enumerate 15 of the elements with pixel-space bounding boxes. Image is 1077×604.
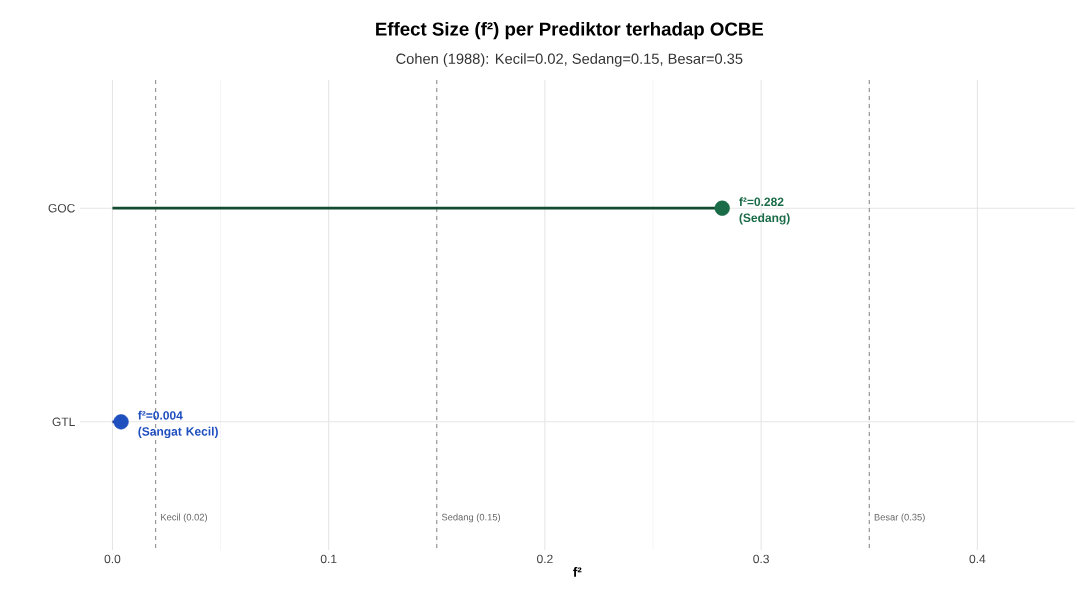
chart-title: Effect Size (f²) per Prediktor terhadap OCBE xyxy=(376,21,764,40)
y-tick-label: GOC xyxy=(48,203,75,213)
y-tick-label: GTL xyxy=(52,417,75,427)
x-tick-label: 0.2 xyxy=(537,554,553,564)
x-tick-label: 0.4 xyxy=(969,554,986,564)
ref-line-label: Sedang (0.15) xyxy=(441,513,501,523)
x-axis-title: f² xyxy=(573,567,582,577)
data-label: f²=0.004 (Sangat Kecil) xyxy=(138,410,218,439)
ref-line-label: Besar (0.35) xyxy=(874,513,925,523)
data-label: f²=0.282 (Sedang) xyxy=(739,197,790,225)
x-tick-label: 0.3 xyxy=(753,554,769,564)
x-tick-label: 0.0 xyxy=(104,554,121,564)
ref-line-label: Kecil (0.02) xyxy=(161,513,208,523)
chart-subtitle: Cohen (1988): Kecil=0.02, Sedang=0.15, Besar=0.35 xyxy=(396,53,743,67)
x-tick-label: 0.1 xyxy=(320,554,337,564)
